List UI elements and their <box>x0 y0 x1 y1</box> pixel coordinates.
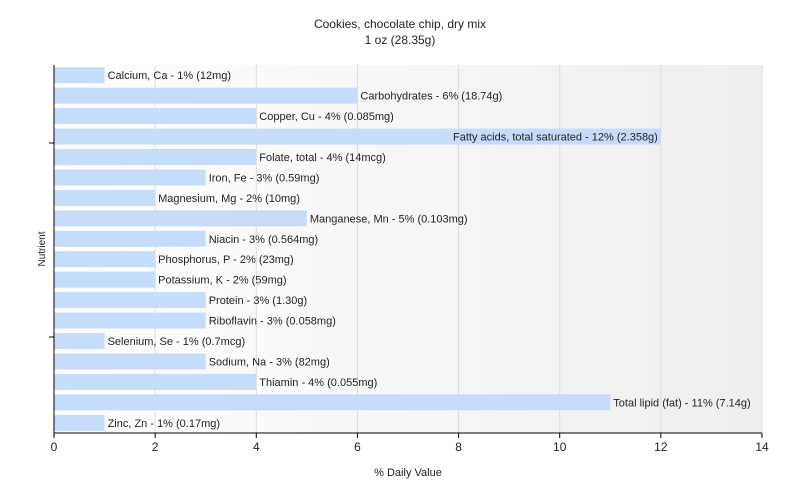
bar-label: Fatty acids, total saturated - 12% (2.35… <box>453 132 658 144</box>
bar <box>54 67 105 84</box>
bar <box>54 108 257 125</box>
chart-title: Cookies, chocolate chip, dry mix <box>313 17 487 31</box>
x-tick-label: 8 <box>455 440 462 454</box>
bar-label: Magnesium, Mg - 2% (10mg) <box>158 193 300 205</box>
bar <box>54 87 358 104</box>
bar <box>54 394 611 411</box>
bar <box>54 169 206 186</box>
x-axis-label: % Daily Value <box>374 467 442 479</box>
bar <box>54 312 206 329</box>
bar-label: Calcium, Ca - 1% (12mg) <box>108 70 231 82</box>
bar-label: Carbohydrates - 6% (18.74g) <box>360 91 502 103</box>
bar <box>54 149 257 165</box>
x-tick-label: 14 <box>755 440 769 454</box>
x-tick-label: 6 <box>354 440 361 454</box>
chart-subtitle: 1 oz (28.35g) <box>364 33 436 47</box>
bar <box>54 373 257 390</box>
axes: 0 2 4 6 8 10 12 14 <box>49 65 769 454</box>
bar-label: Copper, Cu - 4% (0.085mg) <box>259 111 394 123</box>
bar-label: Sodium, Na - 3% (82mg) <box>209 356 330 368</box>
bar-label: Thiamin - 4% (0.055mg) <box>259 377 377 389</box>
bar <box>54 271 156 288</box>
bar <box>54 128 661 145</box>
bar-label: Iron, Fe - 3% (0.59mg) <box>209 172 320 184</box>
bar <box>54 210 307 227</box>
bar-label: Protein - 3% (1.30g) <box>209 295 307 307</box>
x-tick-label: 0 <box>51 440 58 454</box>
bar-label: Folate, total - 4% (14mcg) <box>259 152 386 164</box>
grid-lines <box>154 65 763 433</box>
x-tick-label: 4 <box>253 440 260 454</box>
bar <box>54 353 206 370</box>
bar-label: Total lipid (fat) - 11% (7.14g) <box>613 397 750 409</box>
plot-area <box>54 65 762 433</box>
bar-label: Zinc, Zn - 1% (0.17mg) <box>108 418 220 430</box>
bar <box>54 414 105 431</box>
bars: Calcium, Ca - 1% (12mg) Carbohydrates - 6… <box>54 67 751 431</box>
bar-label: Selenium, Se - 1% (0.7mcg) <box>108 336 246 348</box>
y-axis-label: Nutrient <box>37 231 48 266</box>
bar-label: Niacin - 3% (0.564mg) <box>209 234 318 246</box>
bar <box>54 251 156 268</box>
bar-label: Manganese, Mn - 5% (0.103mg) <box>310 213 468 225</box>
bar-label: Riboflavin - 3% (0.058mg) <box>209 316 336 328</box>
x-tick-label: 10 <box>553 440 567 454</box>
bar <box>54 230 206 247</box>
bar <box>54 333 105 349</box>
bar-label: Phosphorus, P - 2% (23mg) <box>158 254 294 266</box>
x-tick-label: 2 <box>152 440 159 454</box>
bar <box>54 292 206 309</box>
bar <box>54 189 156 206</box>
x-tick-label: 12 <box>654 440 668 454</box>
bar-label: Potassium, K - 2% (59mg) <box>158 275 286 287</box>
